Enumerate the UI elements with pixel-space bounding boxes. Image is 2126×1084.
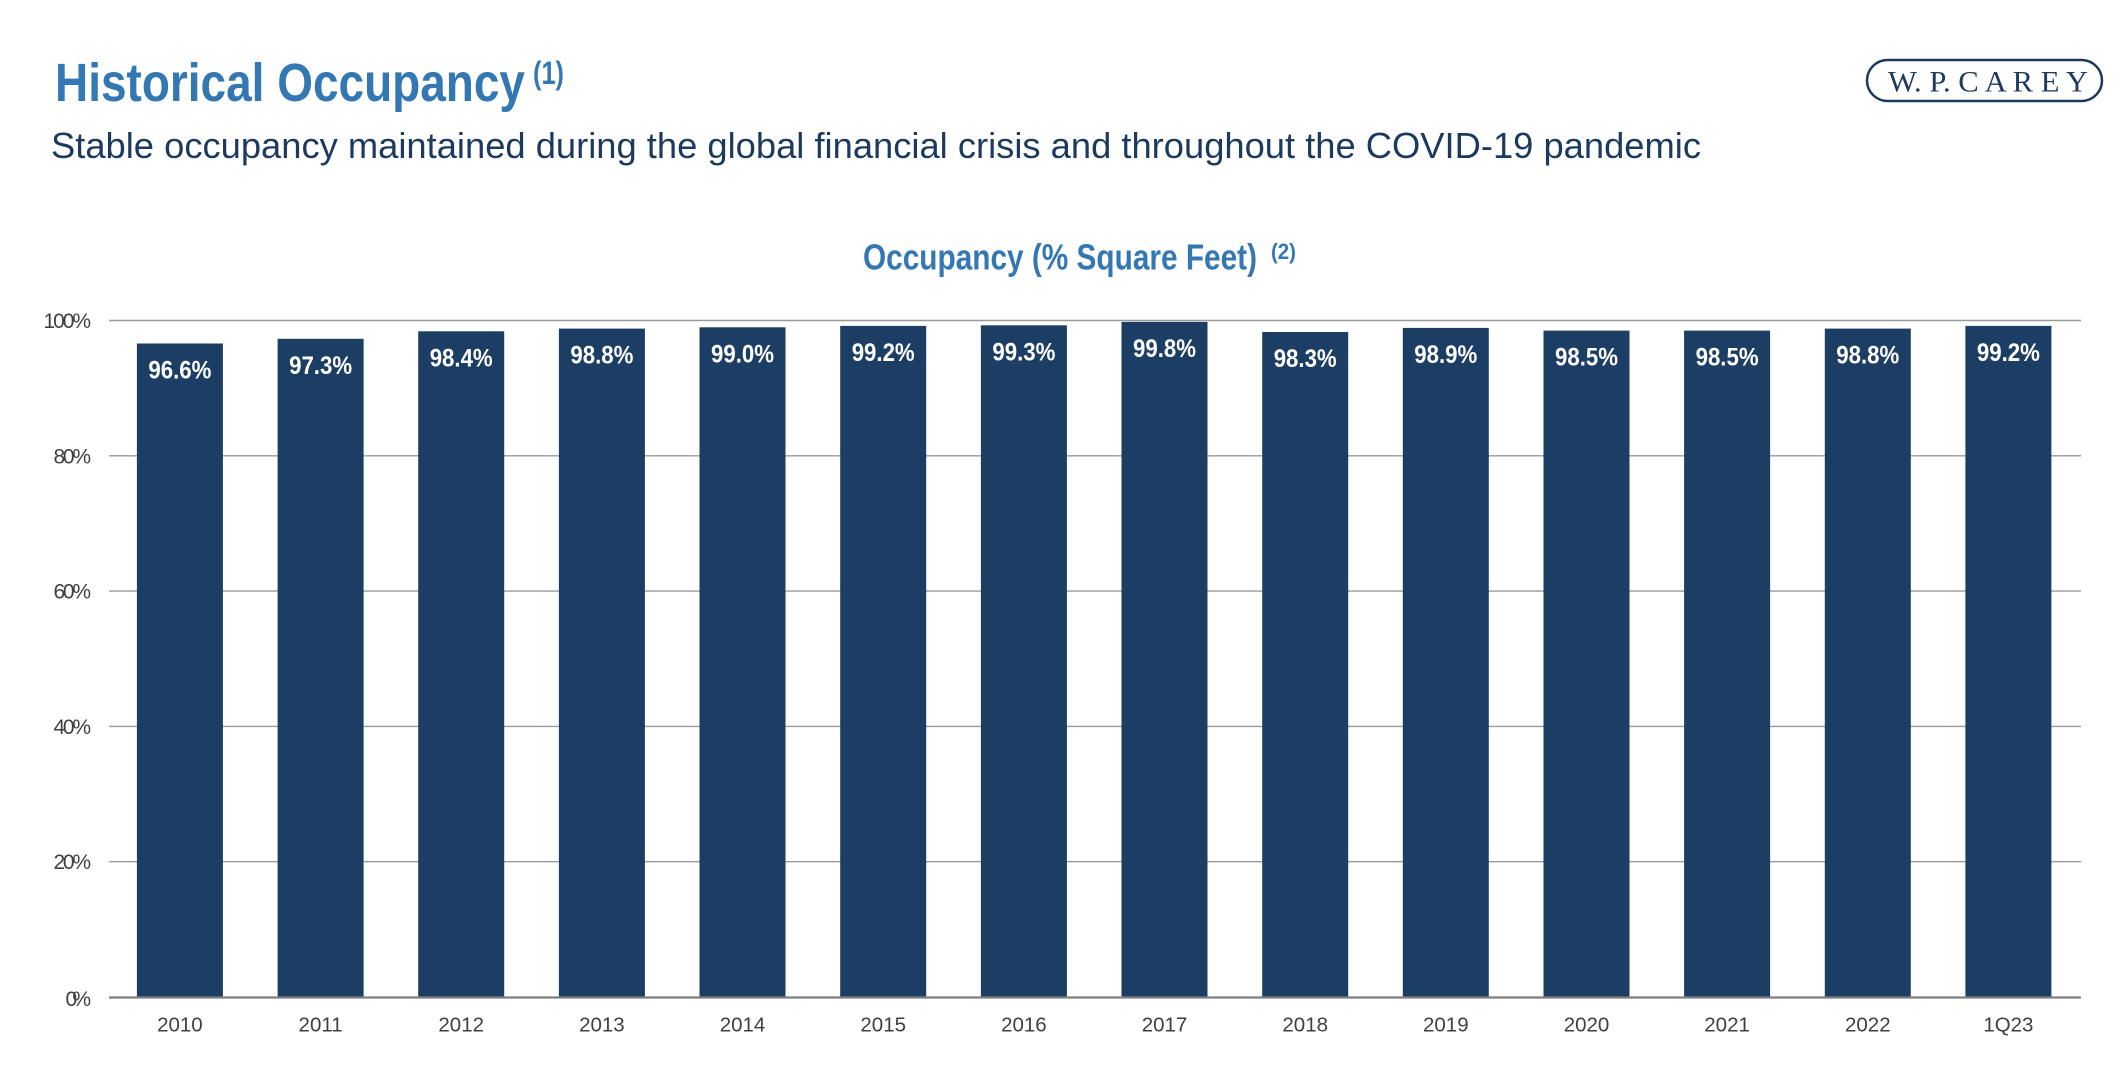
svg-text:(2): (2): [1271, 239, 1296, 264]
svg-text:99.0%: 99.0%: [711, 340, 774, 368]
svg-text:98.8%: 98.8%: [570, 342, 633, 370]
svg-text:Stable occupancy maintained du: Stable occupancy maintained during the g…: [51, 125, 1701, 166]
svg-text:40%: 40%: [54, 716, 92, 739]
svg-text:2016: 2016: [1001, 1013, 1047, 1036]
svg-text:98.5%: 98.5%: [1696, 344, 1759, 372]
svg-text:96.6%: 96.6%: [148, 357, 211, 385]
svg-text:2012: 2012: [438, 1013, 484, 1036]
svg-text:2017: 2017: [1142, 1013, 1188, 1036]
svg-text:Historical Occupancy: Historical Occupancy: [55, 53, 525, 113]
svg-text:98.3%: 98.3%: [1274, 345, 1337, 373]
svg-text:Occupancy (% Square Feet): Occupancy (% Square Feet): [863, 237, 1257, 278]
svg-text:99.2%: 99.2%: [1977, 339, 2040, 367]
svg-text:80%: 80%: [54, 445, 92, 468]
svg-text:98.5%: 98.5%: [1555, 344, 1618, 372]
svg-text:2010: 2010: [157, 1013, 203, 1036]
svg-text:98.4%: 98.4%: [430, 344, 493, 372]
svg-text:2013: 2013: [579, 1013, 625, 1036]
svg-text:2019: 2019: [1423, 1013, 1469, 1036]
svg-text:60%: 60%: [54, 581, 92, 604]
svg-text:(1): (1): [533, 55, 564, 91]
svg-text:2022: 2022: [1845, 1013, 1891, 1036]
svg-text:2014: 2014: [720, 1013, 766, 1036]
svg-text:2020: 2020: [1564, 1013, 1610, 1036]
svg-text:99.8%: 99.8%: [1133, 335, 1196, 363]
svg-text:0%: 0%: [66, 988, 92, 1011]
svg-text:2018: 2018: [1282, 1013, 1328, 1036]
svg-text:2011: 2011: [299, 1013, 343, 1036]
svg-text:100%: 100%: [44, 310, 92, 333]
svg-text:97.3%: 97.3%: [289, 352, 352, 380]
svg-text:20%: 20%: [54, 851, 92, 874]
svg-text:98.9%: 98.9%: [1414, 341, 1477, 369]
svg-text:99.2%: 99.2%: [852, 339, 915, 367]
svg-text:98.8%: 98.8%: [1836, 342, 1899, 370]
svg-text:2021: 2021: [1704, 1013, 1750, 1036]
svg-text:2015: 2015: [860, 1013, 906, 1036]
svg-text:99.3%: 99.3%: [992, 338, 1055, 366]
svg-text:W. P. C A R E Y: W. P. C A R E Y: [1888, 66, 2088, 99]
svg-text:1Q23: 1Q23: [1983, 1013, 2033, 1036]
